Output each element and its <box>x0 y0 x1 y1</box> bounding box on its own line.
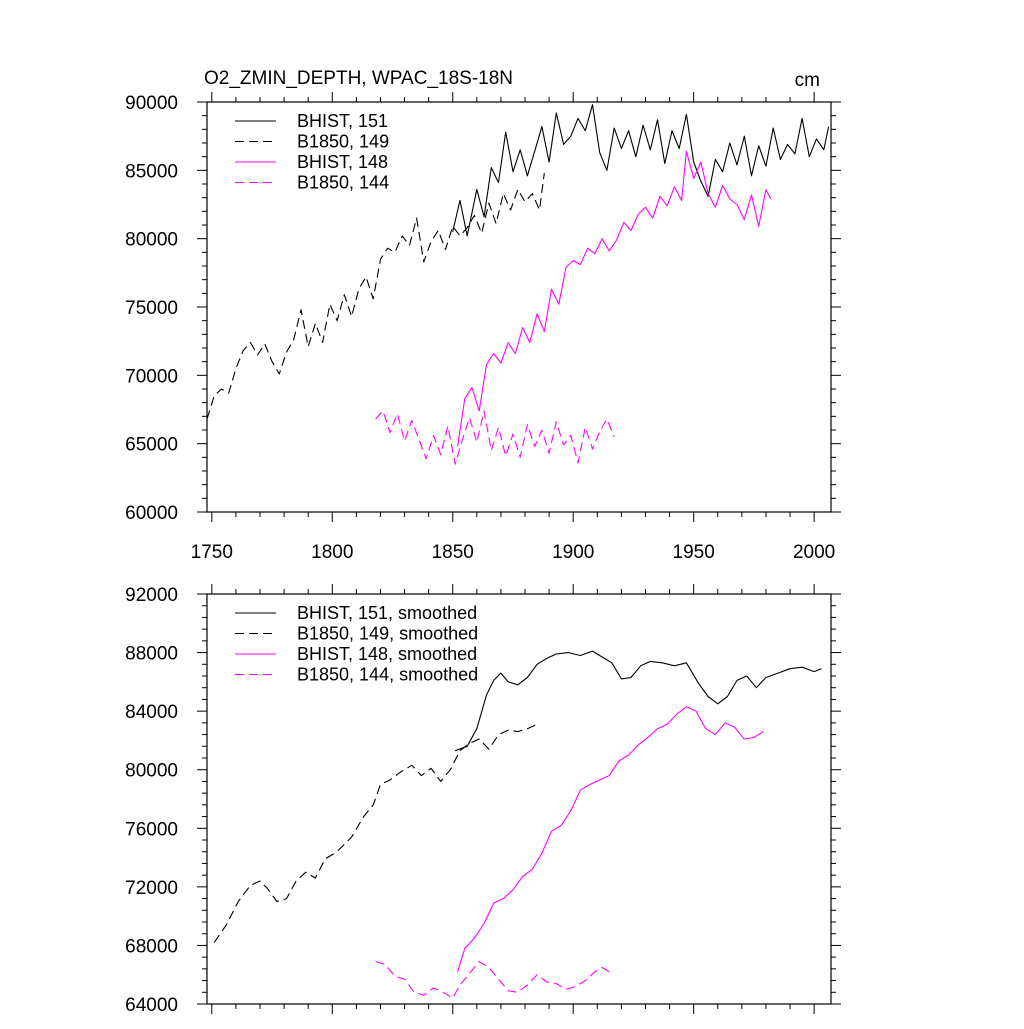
series-line-bottom-2 <box>457 706 764 972</box>
series-line-top-2 <box>457 150 772 447</box>
legend-label: B1850, 149 <box>297 132 389 152</box>
legend-label: B1850, 149, smoothed <box>297 624 478 644</box>
x-tick-label: 1800 <box>311 542 353 563</box>
y-tick-label: 88000 <box>125 644 178 665</box>
legend-label: BHIST, 148, smoothed <box>297 644 477 664</box>
x-tick-label: 1750 <box>191 542 233 563</box>
legend-label: BHIST, 148 <box>297 152 388 172</box>
y-tick-label: 80000 <box>125 761 178 782</box>
series-line-bottom-0 <box>455 650 822 752</box>
y-tick-label: 65000 <box>125 435 178 456</box>
unit-label: cm <box>795 70 820 91</box>
y-tick-label: 64000 <box>125 995 178 1016</box>
y-tick-label: 90000 <box>125 93 178 114</box>
series-line-top-0 <box>452 104 830 237</box>
y-tick-label: 76000 <box>125 819 178 840</box>
legend-label: BHIST, 151 <box>297 111 388 131</box>
x-tick-label: 1950 <box>673 542 715 563</box>
chart-title: O2_ZMIN_DEPTH, WPAC_18S-18N <box>204 68 513 89</box>
series-line-top-1 <box>206 173 545 420</box>
y-tick-label: 80000 <box>125 230 178 251</box>
y-tick-label: 85000 <box>125 161 178 182</box>
y-tick-label: 72000 <box>125 878 178 899</box>
y-tick-label: 60000 <box>125 503 178 524</box>
series-line-bottom-3 <box>375 960 610 999</box>
y-tick-label: 68000 <box>125 936 178 957</box>
series-line-bottom-1 <box>213 723 538 943</box>
legend-label: BHIST, 151, smoothed <box>297 603 477 623</box>
x-tick-label: 2000 <box>793 542 835 563</box>
y-tick-label: 84000 <box>125 702 178 723</box>
y-tick-label: 92000 <box>125 585 178 606</box>
y-tick-label: 70000 <box>125 366 178 387</box>
chart-panel-top: 1750 1800 1850 1900 1950 2000 60000 65000 70000 7… <box>125 92 841 563</box>
plot-frame <box>206 593 832 1005</box>
x-tick-label: 1850 <box>432 542 474 563</box>
x-tick-label: 1900 <box>552 542 594 563</box>
series-line-top-3 <box>375 410 615 465</box>
y-tick-label: 75000 <box>125 298 178 319</box>
legend-label: B1850, 144 <box>297 173 389 193</box>
chart-panel-bottom: 64000 68000 72000 76000 80000 84000 88000 92000… <box>125 584 841 1016</box>
legend-label: B1850, 144, smoothed <box>297 665 478 685</box>
